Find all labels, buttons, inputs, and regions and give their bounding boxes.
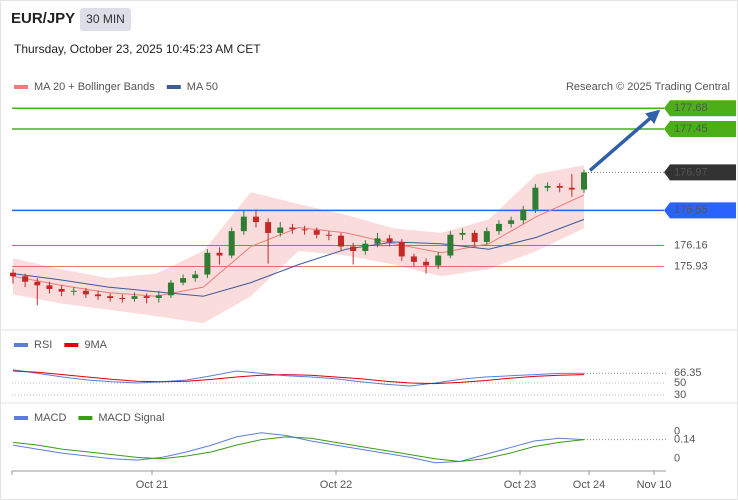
level-label: 176.55 xyxy=(674,204,708,216)
candle-body xyxy=(325,234,332,236)
candle-body xyxy=(70,290,77,292)
candle-body xyxy=(386,238,393,242)
legend-label: MA 20 + Bollinger Bands xyxy=(34,81,155,93)
moving-average xyxy=(12,194,585,297)
timestamp: Thursday, October 23, 2025 10:45:23 AM C… xyxy=(14,42,261,56)
x-tick-label: Oct 21 xyxy=(136,479,168,491)
candle-body xyxy=(362,243,369,251)
indicator-line xyxy=(12,370,585,385)
candle-body xyxy=(423,261,430,266)
candle-body xyxy=(544,185,551,188)
candle-body xyxy=(10,272,16,277)
candle-body xyxy=(556,185,563,188)
y-tick-label: 30 xyxy=(674,389,686,401)
candle-body xyxy=(483,231,490,242)
level-label: 176.16 xyxy=(674,239,708,251)
level-box xyxy=(664,100,736,117)
level-label: 177.68 xyxy=(674,102,708,114)
legend-swatch xyxy=(64,343,79,347)
legend-label: MACD xyxy=(34,412,66,424)
candle-body xyxy=(459,232,466,235)
x-tick-label: Oct 24 xyxy=(573,479,605,491)
candle-body xyxy=(143,296,150,298)
current-price-box xyxy=(664,164,736,181)
candle-body xyxy=(252,216,259,223)
legend-swatch xyxy=(14,343,28,347)
bollinger-band xyxy=(13,165,584,324)
candle-body xyxy=(532,187,539,210)
current-value-label: 66.35 xyxy=(674,367,702,379)
candle-body xyxy=(82,290,89,295)
candle-body xyxy=(520,209,527,221)
candle-body xyxy=(95,294,102,297)
credit: Research © 2025 Trading Central xyxy=(566,81,730,93)
candle-body xyxy=(289,227,296,230)
candle-body xyxy=(204,252,211,275)
level-box xyxy=(664,202,736,219)
y-tick-label: 50 xyxy=(674,377,686,389)
current-price-label: 176.97 xyxy=(674,166,708,178)
x-tick-label: Oct 22 xyxy=(320,479,352,491)
candle-body xyxy=(155,295,162,298)
moving-average xyxy=(12,218,585,297)
legend-swatch xyxy=(166,85,181,89)
legend-swatch xyxy=(78,416,93,420)
y-tick-label: 0 xyxy=(674,425,680,437)
interval-button[interactable]: 30 MIN xyxy=(80,8,131,31)
level-label: 177.45 xyxy=(674,123,708,135)
indicator-line xyxy=(12,369,585,387)
candle-body xyxy=(508,220,515,224)
forecast-arrow xyxy=(588,109,661,172)
legend-swatch xyxy=(14,85,28,89)
candle-body xyxy=(192,274,199,279)
candle-body xyxy=(568,187,575,190)
candle-body xyxy=(471,232,478,242)
indicator-line xyxy=(12,432,585,464)
candle-body xyxy=(216,252,223,256)
candle-body xyxy=(180,278,187,283)
level-box xyxy=(664,121,736,138)
candle-body xyxy=(119,297,126,299)
candle-body xyxy=(107,296,114,298)
candle-body xyxy=(447,234,454,256)
symbol: EUR/JPY xyxy=(11,10,76,27)
candle-body xyxy=(374,238,381,244)
x-tick-label: Oct 23 xyxy=(504,479,536,491)
legend-swatch xyxy=(14,416,28,420)
candle-body xyxy=(240,216,247,232)
candle-body xyxy=(46,285,53,289)
legend-label: MA 50 xyxy=(187,81,218,93)
candle-body xyxy=(313,230,320,235)
candle-body xyxy=(495,223,502,232)
candle-body xyxy=(301,229,308,231)
candle-body xyxy=(410,256,417,262)
candle-body xyxy=(131,296,138,299)
level-label: 175.93 xyxy=(674,260,708,272)
legend-label: 9MA xyxy=(84,339,107,351)
candle-body xyxy=(22,276,29,282)
legend-label: MACD Signal xyxy=(98,412,164,424)
candle-body xyxy=(435,255,442,266)
candle-body xyxy=(277,227,284,233)
candle-body xyxy=(398,241,405,257)
candle-body xyxy=(58,288,65,292)
current-value-label: 0.14 xyxy=(674,434,695,446)
candle-body xyxy=(338,235,345,247)
candle-body xyxy=(581,172,587,190)
x-tick-label: Nov 10 xyxy=(637,479,672,491)
legend-label: RSI xyxy=(34,339,52,351)
candle-body xyxy=(228,231,235,256)
y-tick-label: 0 xyxy=(674,453,680,465)
candle-body xyxy=(350,246,357,251)
candle-body xyxy=(167,282,174,296)
candle-body xyxy=(34,281,41,286)
candle-body xyxy=(265,222,272,233)
indicator-line xyxy=(12,436,585,463)
